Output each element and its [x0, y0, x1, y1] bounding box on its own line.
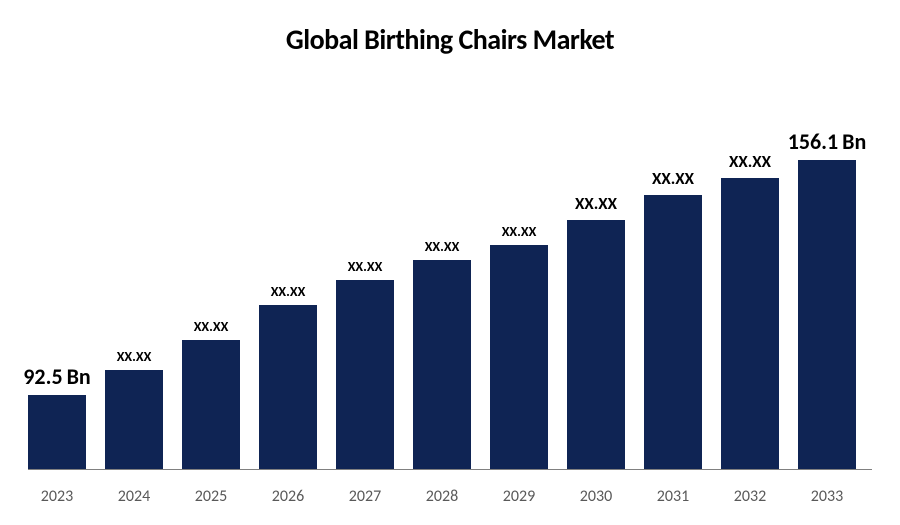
bar-rect-2026 [259, 305, 317, 470]
bar-label-2032: XX.XX [729, 153, 771, 172]
bar-2024: XX.XX [105, 349, 163, 470]
bar-label-2033: 156.1Bn [788, 130, 867, 154]
x-label-2028: 2028 [413, 487, 471, 506]
bar-unit-text: Bn [842, 128, 866, 155]
bar-2025: XX.XX [182, 319, 240, 470]
bar-value-text: XX.XX [348, 258, 383, 275]
bar-label-2025: XX.XX [194, 319, 229, 334]
x-label-2033: 2033 [798, 487, 856, 506]
bar-rect-2027 [336, 280, 394, 470]
x-label-2032: 2032 [721, 487, 779, 506]
x-label-2024: 2024 [105, 487, 163, 506]
x-label-2029: 2029 [490, 487, 548, 506]
bar-label-2030: XX.XX [575, 195, 617, 214]
bar-value-text: XX.XX [652, 168, 694, 189]
bar-label-2029: XX.XX [502, 224, 537, 239]
x-axis-line [28, 469, 872, 471]
bar-2027: XX.XX [336, 259, 394, 470]
x-label-2030: 2030 [567, 487, 625, 506]
bar-label-2023: 92.5Bn [23, 365, 90, 389]
bar-2033: 156.1Bn [798, 130, 856, 470]
x-label-2031: 2031 [644, 487, 702, 506]
bar-2029: XX.XX [490, 224, 548, 470]
bar-rect-2025 [182, 340, 240, 470]
bar-2030: XX.XX [567, 195, 625, 470]
bar-rect-2024 [105, 370, 163, 470]
bar-value-text: XX.XX [271, 283, 306, 300]
bar-rect-2029 [490, 245, 548, 470]
bar-label-2031: XX.XX [652, 170, 694, 189]
bar-value-text: XX.XX [575, 193, 617, 214]
bar-unit-text: Bn [67, 363, 91, 390]
x-label-2027: 2027 [336, 487, 394, 506]
bar-label-2028: XX.XX [425, 239, 460, 254]
bar-value-text: XX.XX [194, 318, 229, 335]
bar-2031: XX.XX [644, 170, 702, 470]
bar-rect-2031 [644, 195, 702, 470]
bar-2026: XX.XX [259, 284, 317, 470]
bar-rect-2030 [567, 220, 625, 470]
chart-title: Global Birthing Chairs Market [0, 0, 900, 57]
chart-plot-area: 92.5Bn XX.XX XX.XX XX.XX XX.XX XX.XX XX.XX XX.X… [28, 80, 872, 470]
bar-rect-2032 [721, 178, 779, 470]
bar-label-2024: XX.XX [117, 349, 152, 364]
bar-2023: 92.5Bn [28, 365, 86, 470]
bar-2028: XX.XX [413, 239, 471, 470]
bar-label-2026: XX.XX [271, 284, 306, 299]
x-label-2025: 2025 [182, 487, 240, 506]
bar-value-text: 156.1 [788, 128, 838, 155]
bar-value-text: XX.XX [117, 348, 152, 365]
bar-rect-2033 [798, 160, 856, 470]
bar-2032: XX.XX [721, 153, 779, 470]
bar-value-text: XX.XX [729, 151, 771, 172]
bar-value-text: 92.5 [23, 363, 62, 390]
bar-rect-2023 [28, 395, 86, 470]
x-label-2023: 2023 [28, 487, 86, 506]
x-label-2026: 2026 [259, 487, 317, 506]
bar-label-2027: XX.XX [348, 259, 383, 274]
bar-rect-2028 [413, 260, 471, 470]
bar-value-text: XX.XX [425, 238, 460, 255]
bar-value-text: XX.XX [502, 223, 537, 240]
x-axis-labels: 2023 2024 2025 2026 2027 2028 2029 2030 2031 2032… [28, 477, 872, 525]
